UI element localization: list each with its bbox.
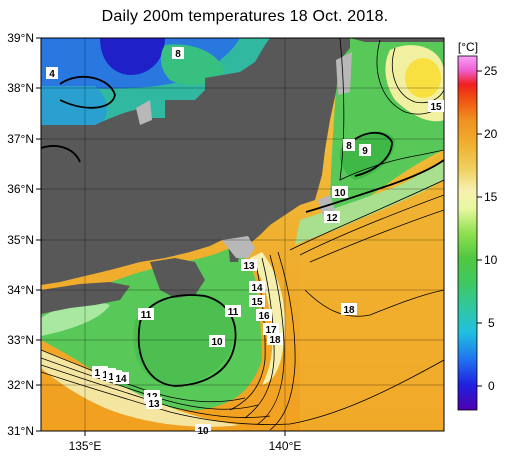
colorbar-tick-20: 20 (484, 127, 498, 141)
contour-label: 16 (258, 311, 270, 322)
contour-label: 14 (251, 283, 263, 294)
map-frame (40, 37, 445, 432)
map-title: Daily 200m temperatures 18 Oct. 2018. (101, 8, 389, 25)
honshu-land (41, 38, 350, 285)
colorbar-tick-10: 10 (484, 253, 498, 267)
lat-label-33: 33°N (7, 333, 34, 347)
lat-label-32: 32°N (7, 378, 34, 392)
graticule (41, 38, 444, 431)
colorbar-tick-0: 0 (488, 379, 495, 393)
contour-label: 8 (175, 49, 181, 60)
colorbar-tick-25: 25 (484, 64, 498, 78)
colorbar-tick-5: 5 (488, 316, 495, 330)
lat-label-39: 39°N (7, 31, 34, 45)
contour-label: 11 (141, 310, 152, 321)
latitude-labels: 39°N 38°N 37°N 36°N 35°N 34°N 33°N 32°N … (7, 31, 34, 438)
colorbar-gradient (457, 55, 478, 411)
lat-label-36: 36°N (7, 182, 34, 196)
lat-label-38: 38°N (7, 81, 34, 95)
contour-label: 12 (326, 213, 338, 224)
contour-labels: 4 8 15 8 9 10 12 13 14 15 11 11 16 17 18… (46, 47, 444, 437)
contour-label: 17 (265, 325, 277, 336)
contour-label: 14 (115, 374, 127, 385)
contour-label: 11 (228, 307, 239, 318)
contour-label: 10 (334, 188, 346, 199)
lon-label-135: 135°E (69, 439, 102, 453)
lat-label-34: 34°N (7, 283, 34, 297)
colorbar-unit: [°C] (458, 40, 478, 54)
contour-label: 18 (343, 305, 355, 316)
contour-label: 10 (197, 426, 209, 437)
contour-label: 15 (251, 297, 263, 308)
contour-label: 4 (49, 69, 55, 80)
longitude-labels: 135°E 140°E (69, 439, 302, 453)
contour-label: 9 (362, 146, 368, 157)
contour-label: 15 (430, 102, 442, 113)
lon-label-140: 140°E (269, 439, 302, 453)
lat-label-35: 35°N (7, 233, 34, 247)
contour-label: 10 (211, 337, 223, 348)
lat-label-37: 37°N (7, 132, 34, 146)
contour-label: 13 (243, 261, 255, 272)
colorbar: [°C] 25 20 15 10 5 0 (457, 40, 498, 411)
contour-label: 8 (346, 141, 352, 152)
contour-label: 18 (269, 335, 281, 346)
colorbar-tick-15: 15 (484, 190, 498, 204)
lat-label-31: 31°N (7, 424, 34, 438)
map-panel (41, 38, 444, 431)
contour-label: 13 (148, 399, 160, 410)
